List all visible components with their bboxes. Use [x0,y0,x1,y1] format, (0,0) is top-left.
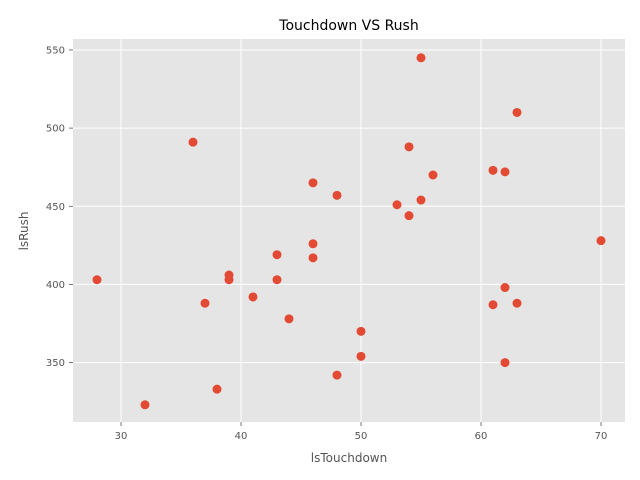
scatter-point [92,275,102,285]
scatter-point [332,190,342,200]
chart-title: Touchdown VS Rush [278,18,418,34]
x-tick-label: 70 [595,431,608,442]
y-tick-label: 500 [46,124,65,135]
plot-area [73,39,625,422]
scatter-point [416,195,426,205]
scatter-point [248,292,258,302]
scatter-point [140,400,150,410]
scatter-point [416,53,426,63]
tick-labels: 30 40 50 60 70 350 400 450 500 550 [46,45,607,442]
scatter-point [224,275,234,285]
y-axis-label: lsRush [17,212,31,251]
grid-lines [73,39,625,422]
scatter-point [488,165,498,175]
x-tick-label: 40 [235,431,248,442]
y-tick-label: 550 [46,45,65,56]
scatter-point [188,137,198,147]
scatter-point [500,358,510,368]
scatter-point [428,170,438,180]
scatter-point [392,200,402,210]
scatter-point [500,167,510,177]
scatter-point [308,178,318,188]
scatter-point [308,253,318,263]
scatter-point [200,298,210,308]
scatter-point [284,314,294,324]
y-tick-label: 450 [46,202,65,213]
x-tick-label: 60 [475,431,488,442]
scatter-point [356,351,366,361]
scatter-point [404,211,414,221]
x-tick-label: 50 [355,431,368,442]
scatter-point [332,370,342,380]
scatter-point [488,300,498,310]
scatter-point [512,298,522,308]
scatter-point [308,239,318,249]
y-tick-label: 350 [46,358,65,369]
scatter-point [272,250,282,260]
y-tick-label: 400 [46,280,65,291]
scatter-point [356,326,366,336]
data-points [92,53,606,410]
scatter-point [212,384,222,394]
scatter-point [596,236,606,246]
scatter-point [512,107,522,117]
scatter-point [500,283,510,293]
x-tick-label: 30 [115,431,128,442]
scatter-point [272,275,282,285]
x-axis-label: lsTouchdown [311,451,387,465]
scatter-point [404,142,414,152]
